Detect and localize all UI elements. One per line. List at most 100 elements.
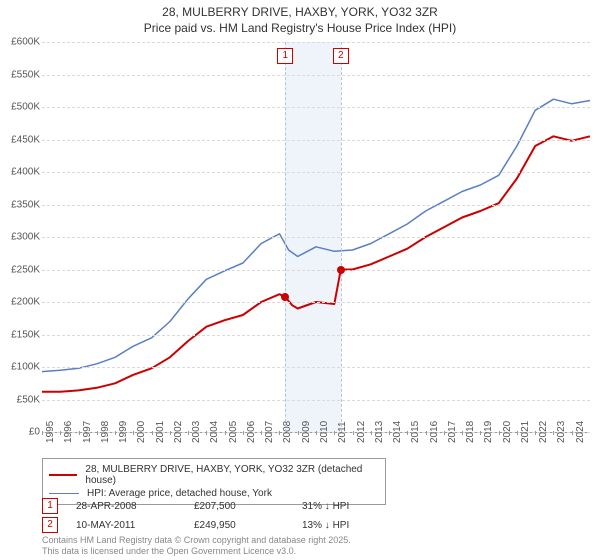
x-tick-label: 2002 [173, 421, 184, 443]
x-tick-label: 2018 [465, 421, 476, 443]
band-edge [341, 42, 342, 432]
x-tick-mark [188, 431, 189, 435]
x-tick-label: 2008 [282, 421, 293, 443]
y-gridline [42, 270, 590, 271]
x-tick-label: 2015 [410, 421, 421, 443]
sale-vs-hpi: 13% ↓ HPI [302, 520, 412, 531]
x-tick-label: 2006 [246, 421, 257, 443]
x-tick-mark [133, 431, 134, 435]
y-tick-label: £250K [0, 264, 40, 275]
x-tick-label: 2020 [502, 421, 513, 443]
x-tick-mark [170, 431, 171, 435]
series-line [42, 136, 590, 391]
x-tick-mark [279, 431, 280, 435]
title-line-1: 28, MULBERRY DRIVE, HAXBY, YORK, YO32 3Z… [0, 4, 600, 20]
x-tick-label: 2007 [264, 421, 275, 443]
x-tick-label: 2010 [319, 421, 330, 443]
sale-data-row: 1 28-APR-2008 £207,500 31% ↓ HPI [42, 498, 590, 514]
x-tick-mark [42, 431, 43, 435]
x-tick-mark [499, 431, 500, 435]
x-tick-mark [480, 431, 481, 435]
x-tick-mark [243, 431, 244, 435]
y-tick-label: £500K [0, 102, 40, 113]
x-tick-label: 2012 [356, 421, 367, 443]
y-gridline [42, 367, 590, 368]
x-tick-label: 1998 [100, 421, 111, 443]
sale-date: 10-MAY-2011 [76, 520, 176, 531]
y-tick-label: £150K [0, 329, 40, 340]
x-tick-label: 2016 [429, 421, 440, 443]
sale-data-row: 2 10-MAY-2011 £249,950 13% ↓ HPI [42, 517, 590, 533]
x-tick-mark [115, 431, 116, 435]
y-gridline [42, 172, 590, 173]
price-chart: £0£50K£100K£150K£200K£250K£300K£350K£400… [42, 42, 590, 433]
y-gridline [42, 42, 590, 43]
y-tick-label: £0 [0, 427, 40, 438]
footer-line-1: Contains HM Land Registry data © Crown c… [42, 535, 351, 546]
y-gridline [42, 75, 590, 76]
y-gridline [42, 400, 590, 401]
y-gridline [42, 107, 590, 108]
y-gridline [42, 237, 590, 238]
x-tick-mark [572, 431, 573, 435]
sale-price: £207,500 [194, 501, 284, 512]
chart-marker-badge: 1 [277, 48, 293, 64]
x-tick-mark [79, 431, 80, 435]
x-tick-mark [60, 431, 61, 435]
sale-point [281, 293, 289, 301]
x-tick-mark [152, 431, 153, 435]
x-tick-mark [353, 431, 354, 435]
x-tick-label: 2024 [575, 421, 586, 443]
y-tick-label: £600K [0, 37, 40, 48]
x-tick-label: 2013 [374, 421, 385, 443]
chart-marker-badge: 2 [333, 48, 349, 64]
legend-row: 28, MULBERRY DRIVE, HAXBY, YORK, YO32 3Z… [49, 463, 379, 487]
x-tick-mark [334, 431, 335, 435]
x-tick-label: 2019 [483, 421, 494, 443]
y-tick-label: £100K [0, 362, 40, 373]
x-tick-label: 2021 [520, 421, 531, 443]
x-tick-label: 2017 [447, 421, 458, 443]
x-tick-label: 2005 [228, 421, 239, 443]
sale-date: 28-APR-2008 [76, 501, 176, 512]
x-tick-mark [298, 431, 299, 435]
x-tick-label: 2009 [301, 421, 312, 443]
x-tick-mark [389, 431, 390, 435]
x-tick-mark [97, 431, 98, 435]
x-tick-label: 2000 [136, 421, 147, 443]
x-tick-mark [444, 431, 445, 435]
sale-vs-hpi: 31% ↓ HPI [302, 501, 412, 512]
y-tick-label: £550K [0, 69, 40, 80]
x-tick-label: 1997 [82, 421, 93, 443]
sale-data-rows: 1 28-APR-2008 £207,500 31% ↓ HPI 2 10-MA… [42, 498, 590, 536]
x-tick-mark [316, 431, 317, 435]
x-tick-label: 2004 [209, 421, 220, 443]
legend-swatch-hpi [49, 493, 79, 494]
x-tick-mark [517, 431, 518, 435]
x-tick-mark [206, 431, 207, 435]
x-tick-label: 1999 [118, 421, 129, 443]
chart-title-block: 28, MULBERRY DRIVE, HAXBY, YORK, YO32 3Z… [0, 0, 600, 36]
x-tick-mark [261, 431, 262, 435]
footer-line-2: This data is licensed under the Open Gov… [42, 546, 351, 557]
y-tick-label: £300K [0, 232, 40, 243]
y-gridline [42, 140, 590, 141]
x-tick-label: 2001 [155, 421, 166, 443]
sale-point [337, 266, 345, 274]
x-tick-label: 1995 [45, 421, 56, 443]
title-line-2: Price paid vs. HM Land Registry's House … [0, 20, 600, 36]
x-tick-mark [553, 431, 554, 435]
sale-price: £249,950 [194, 520, 284, 531]
x-tick-label: 1996 [63, 421, 74, 443]
x-tick-mark [371, 431, 372, 435]
x-tick-mark [407, 431, 408, 435]
x-tick-label: 2003 [191, 421, 202, 443]
band-edge [285, 42, 286, 432]
x-tick-label: 2022 [538, 421, 549, 443]
x-tick-mark [225, 431, 226, 435]
sale-marker-badge: 1 [42, 498, 58, 514]
sale-marker-badge: 2 [42, 517, 58, 533]
x-tick-mark [535, 431, 536, 435]
legend-label-price-paid: 28, MULBERRY DRIVE, HAXBY, YORK, YO32 3Z… [85, 464, 379, 486]
x-tick-label: 2011 [337, 421, 348, 443]
